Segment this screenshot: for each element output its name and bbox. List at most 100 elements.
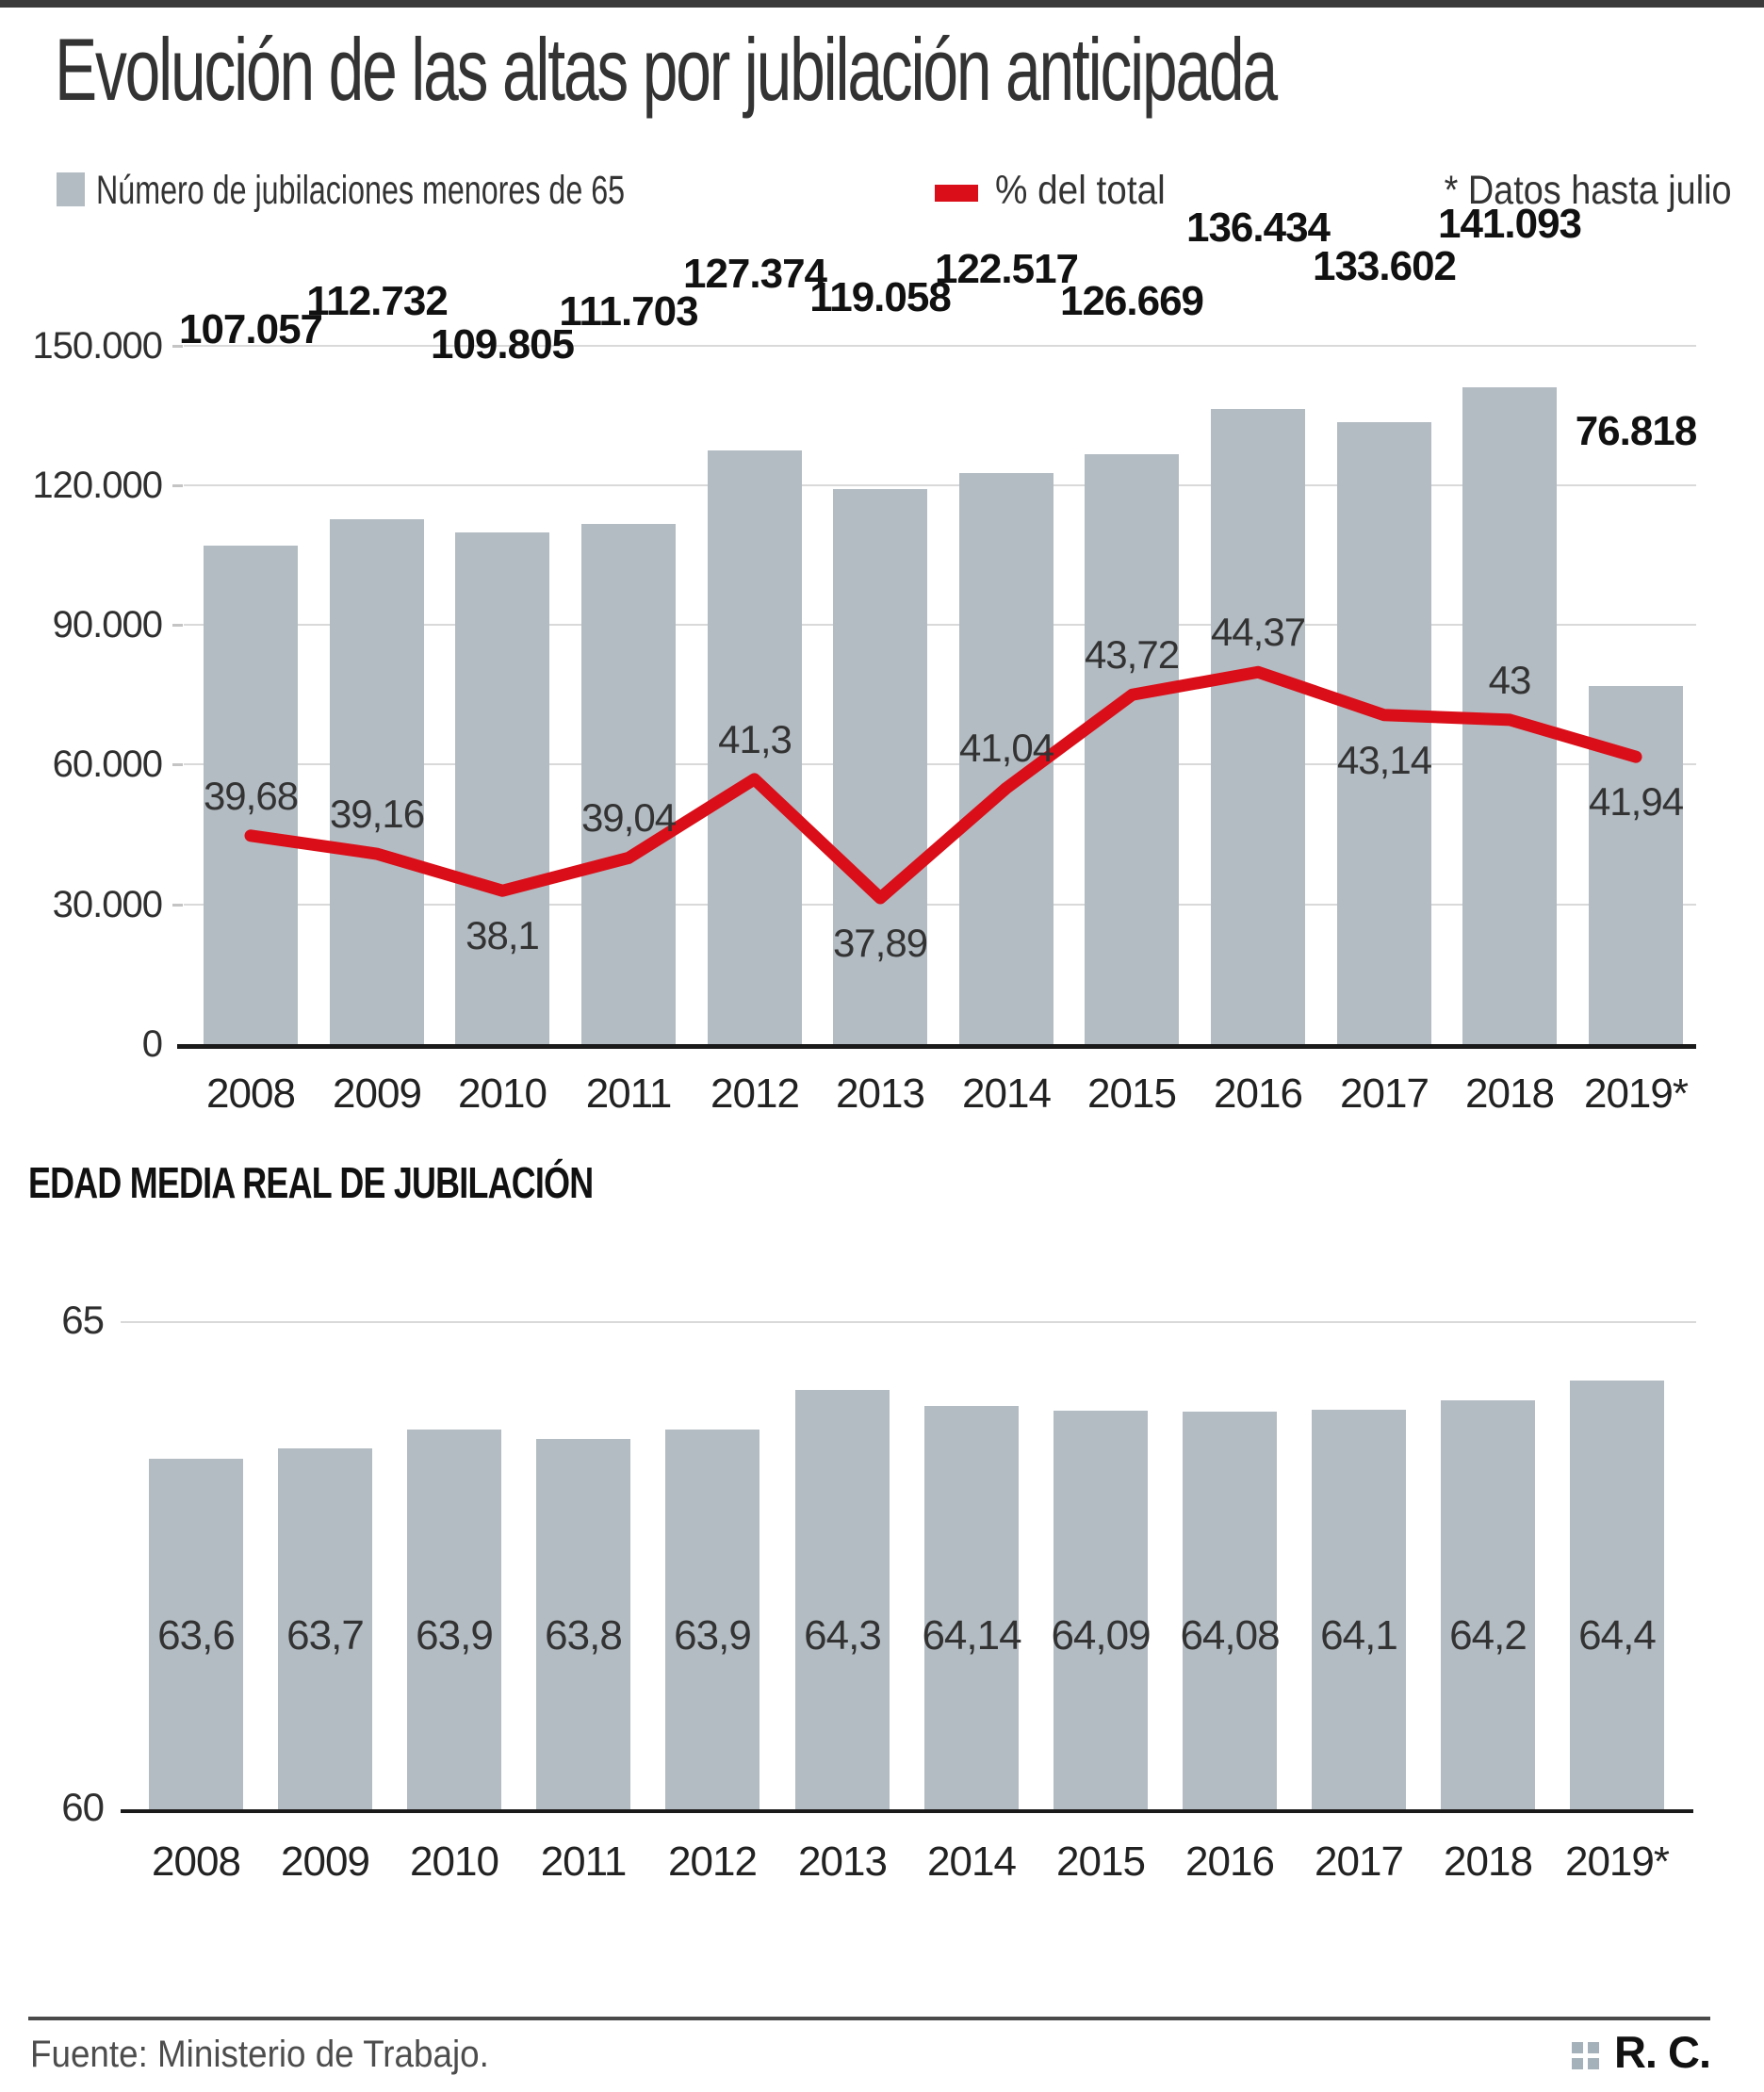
line-value-label: 39,68 <box>203 774 299 818</box>
bar <box>278 1448 372 1809</box>
x-axis-label: 2011 <box>585 1071 673 1117</box>
x-axis-label: 2016 <box>1214 1071 1303 1117</box>
x-axis-label: 2014 <box>962 1071 1052 1117</box>
x-axis-line <box>177 1044 1696 1049</box>
axis-tick <box>172 763 183 766</box>
y-axis-label: 150.000 <box>32 325 163 367</box>
x-axis-label: 2010 <box>410 1839 499 1885</box>
bar <box>924 1406 1019 1809</box>
x-axis-label: 2017 <box>1340 1071 1429 1117</box>
bar-value-label: 112.732 <box>306 278 449 324</box>
bar-value-label: 63,7 <box>286 1612 365 1659</box>
bar-value-label: 133.602 <box>1312 243 1457 289</box>
x-axis-label: 2016 <box>1185 1839 1275 1885</box>
line-value-label: 39,04 <box>580 795 677 840</box>
x-axis-label: 2019* <box>1564 1839 1670 1885</box>
bar <box>455 532 549 1044</box>
bar <box>1589 686 1683 1044</box>
bar <box>795 1390 890 1809</box>
line-value-label: 43,14 <box>1336 738 1432 782</box>
gridline <box>184 624 1696 626</box>
y-axis-label: 0 <box>141 1023 163 1065</box>
x-axis-label: 2011 <box>540 1839 628 1885</box>
x-axis-label: 2015 <box>1056 1839 1146 1885</box>
bar-value-label: 111.703 <box>559 288 698 335</box>
y-axis-label: 120.000 <box>32 465 163 506</box>
rc-logo-dots-icon <box>1571 2042 1599 2069</box>
bar <box>665 1430 760 1809</box>
x-axis-line <box>121 1809 1693 1813</box>
x-axis-label: 2019* <box>1583 1071 1689 1117</box>
bar-value-label: 126.669 <box>1059 278 1204 324</box>
y-axis-label: 90.000 <box>52 604 163 646</box>
x-axis-label: 2018 <box>1465 1071 1555 1117</box>
bar-value-label: 64,08 <box>1180 1612 1280 1659</box>
top-rule <box>0 0 1764 8</box>
line-value-label: 44,37 <box>1210 610 1306 654</box>
bar <box>1183 1412 1277 1809</box>
line-value-label: 41,04 <box>958 726 1054 770</box>
bar-value-label: 64,09 <box>1051 1612 1151 1659</box>
axis-tick <box>172 904 183 907</box>
bar-value-label: 63,6 <box>157 1612 236 1659</box>
page-title: Evolución de las altas por jubilación an… <box>55 20 1278 119</box>
bar <box>149 1459 243 1809</box>
line-value-label: 43,72 <box>1084 632 1180 677</box>
bar-value-label: 119.058 <box>809 274 952 320</box>
line-value-label: 41,94 <box>1588 779 1684 824</box>
bar <box>1570 1381 1664 1809</box>
bar <box>1211 409 1305 1044</box>
bar <box>1441 1400 1535 1809</box>
footer-source: Fuente: Ministerio de Trabajo. <box>30 2034 489 2075</box>
y-axis-label: 60 <box>61 1785 105 1829</box>
footer-rule <box>28 2017 1710 2020</box>
bar-value-label: 64,3 <box>804 1612 882 1659</box>
bar <box>536 1439 630 1809</box>
x-axis-label: 2009 <box>281 1839 370 1885</box>
line-value-label: 38,1 <box>466 913 540 957</box>
legend-line-swatch-icon <box>935 185 978 202</box>
legend-label-bars: Número de jubilaciones menores de 65 <box>96 168 626 213</box>
section-title: EDAD MEDIA REAL DE JUBILACIÓN <box>28 1158 594 1207</box>
x-axis-label: 2009 <box>333 1071 422 1117</box>
bar-value-label: 64,14 <box>922 1612 1021 1659</box>
x-axis-label: 2012 <box>668 1839 758 1885</box>
bar-value-label: 63,9 <box>416 1612 494 1659</box>
legend-label-line: % del total <box>995 168 1166 213</box>
axis-tick <box>172 484 183 487</box>
legend-bar-swatch-icon <box>57 172 85 206</box>
y-axis-label: 60.000 <box>52 744 163 785</box>
rc-logo: R. C. <box>1571 2026 1711 2078</box>
x-axis-label: 2014 <box>927 1839 1017 1885</box>
bar-value-label: 109.805 <box>430 321 575 368</box>
bar-value-label: 107.057 <box>178 306 323 352</box>
bar <box>1462 387 1557 1044</box>
gridline <box>121 1321 1696 1323</box>
gridline <box>184 904 1696 906</box>
x-axis-label: 2013 <box>798 1839 888 1885</box>
bar <box>407 1430 501 1809</box>
x-axis-label: 2012 <box>710 1071 800 1117</box>
bar <box>1054 1411 1148 1809</box>
x-axis-label: 2017 <box>1315 1839 1404 1885</box>
bar-value-label: 64,1 <box>1320 1612 1398 1659</box>
line-value-label: 41,3 <box>718 717 792 761</box>
y-axis-label: 65 <box>61 1298 105 1342</box>
bar <box>1085 454 1179 1044</box>
line-value-label: 37,89 <box>832 921 928 965</box>
rc-logo-text: R. C. <box>1613 2027 1711 2077</box>
bar-value-label: 122.517 <box>934 246 1079 292</box>
y-axis-label: 30.000 <box>52 884 163 925</box>
axis-tick <box>172 345 183 348</box>
x-axis-label: 2013 <box>836 1071 925 1117</box>
bar-value-label: 63,8 <box>545 1612 623 1659</box>
bar-value-label: 136.434 <box>1185 204 1331 251</box>
x-axis-label: 2008 <box>152 1839 241 1885</box>
axis-tick <box>172 624 183 627</box>
bar <box>1312 1410 1406 1809</box>
x-axis-label: 2018 <box>1444 1839 1533 1885</box>
bar-value-label: 64,2 <box>1449 1612 1527 1659</box>
legend-note: * Datos hasta julio <box>1444 168 1732 213</box>
gridline <box>184 484 1696 486</box>
